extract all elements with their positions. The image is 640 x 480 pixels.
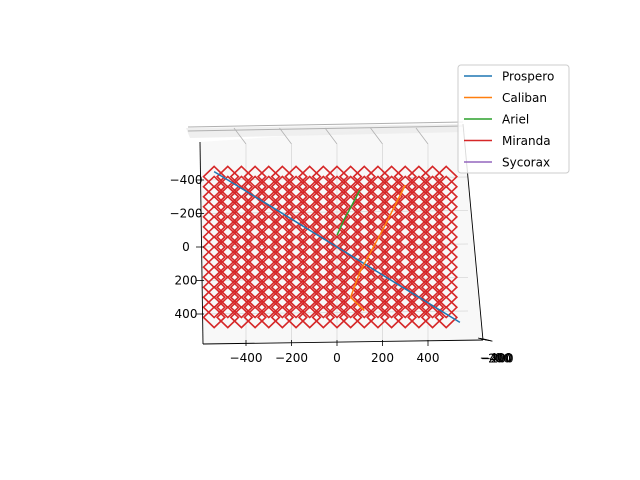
depth-tick-label: −400 — [480, 351, 513, 365]
top-gridline — [187, 125, 464, 132]
z-tick-label: 400 — [175, 307, 198, 321]
z-tick-label: 0 — [182, 240, 190, 254]
series-caliban — [349, 184, 406, 312]
legend-label-miranda: Miranda — [502, 134, 551, 148]
axis-lines — [196, 123, 493, 346]
x-tick-label: −200 — [275, 351, 308, 365]
depth-tick-label: 0 — [495, 351, 503, 365]
z-tick-label: −400 — [170, 173, 203, 187]
legend-label-prospero: Prospero — [502, 70, 554, 84]
legend-label-sycorax: Sycorax — [502, 156, 550, 170]
z-tick-label: −200 — [170, 207, 203, 221]
series-ariel — [336, 189, 361, 236]
x-tick-label: 400 — [417, 351, 440, 365]
top-gridline — [187, 121, 464, 128]
x-gridline — [324, 127, 338, 145]
x-gridline — [233, 127, 247, 145]
lattice-cell — [434, 295, 459, 319]
z-tick-label: 200 — [175, 274, 198, 288]
depth-tick-label: 400 — [489, 351, 512, 365]
plot-area — [202, 165, 461, 329]
legend: Prospero Caliban Ariel Miranda Sycorax — [457, 64, 570, 174]
x-gridline — [415, 127, 429, 145]
depth-tick-label: −200 — [481, 352, 514, 366]
lattice-cell — [434, 305, 459, 329]
x-tick-label: 0 — [333, 351, 341, 365]
series-miranda — [202, 165, 459, 329]
legend-label-caliban: Caliban — [502, 91, 547, 105]
depth-tick-label: 200 — [488, 352, 511, 366]
x-tick-label: 200 — [371, 351, 394, 365]
x-tick-label: −400 — [230, 351, 263, 365]
tick-labels: −400 −200 0 200 400−400−2000200400−400−20002… — [170, 173, 514, 366]
depth-tick — [484, 338, 493, 342]
z-axis-line — [199, 141, 204, 345]
x-axis-line — [202, 339, 484, 345]
x-gridline — [370, 127, 383, 145]
series-prospero — [213, 170, 461, 324]
legend-box — [457, 64, 570, 174]
legend-label-ariel: Ariel — [502, 113, 529, 127]
x-gridline — [279, 127, 292, 145]
